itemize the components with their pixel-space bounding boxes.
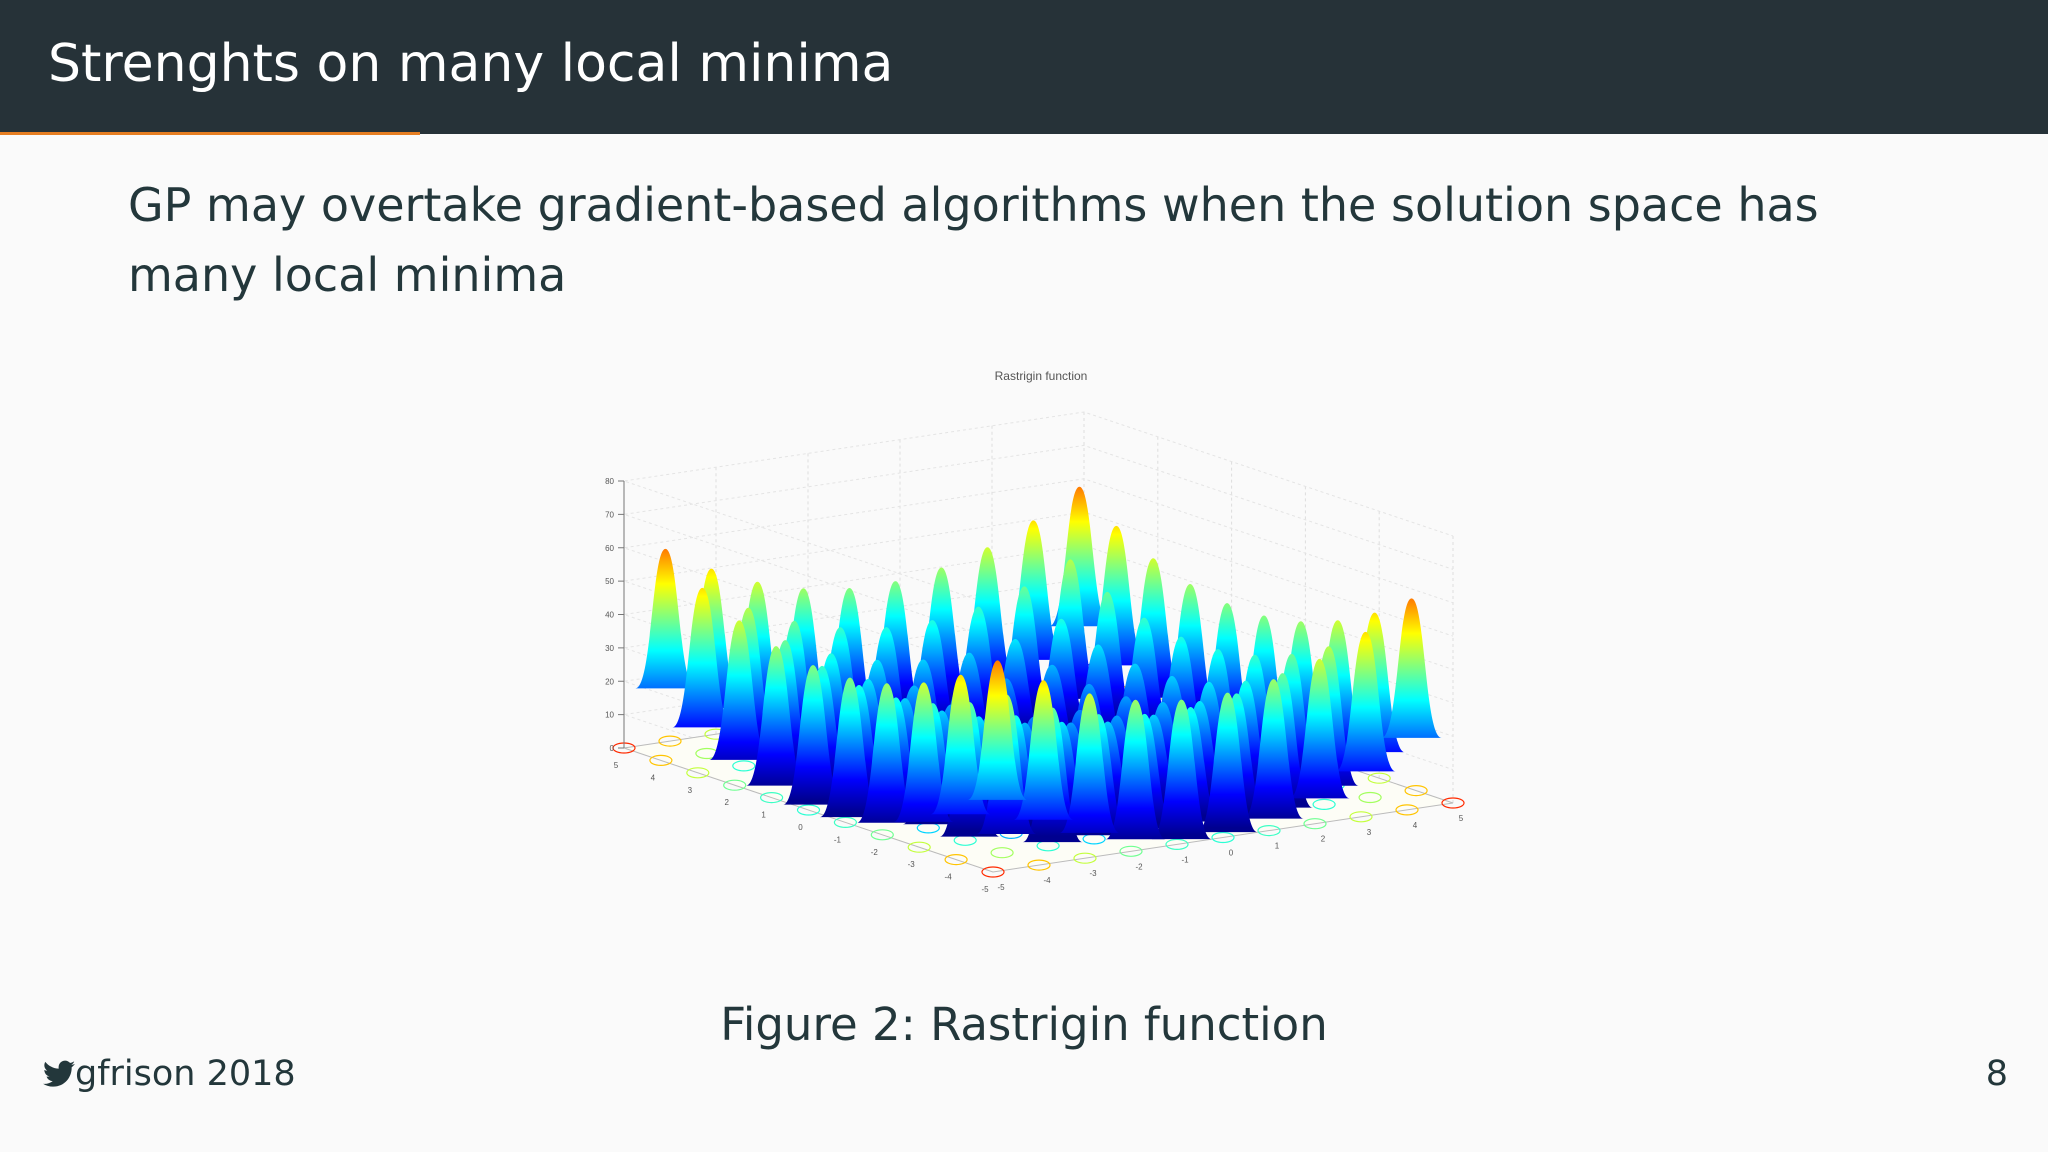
y-tick-label: -3 [1089,869,1097,878]
z-tick-label: 50 [605,577,614,586]
surface-peak [1059,693,1120,833]
surface-peak [672,587,733,728]
x-tick-label: 3 [688,786,693,795]
contour [1441,797,1465,809]
y-tick-label: 0 [1229,849,1234,858]
surface-peak [1289,658,1350,799]
contour [1073,852,1097,864]
x-tick-label: 2 [724,798,729,807]
surface-peak [967,660,1028,800]
contour [1404,784,1428,797]
surface-peak [1243,679,1304,819]
contour [796,804,821,816]
z-tick-label: 70 [605,510,614,519]
z-tick-label: 30 [605,644,614,653]
contour [1211,831,1235,844]
y-tick-label: 1 [1275,842,1280,851]
z-tick-label: 0 [610,744,615,753]
z-tick-label: 20 [605,677,614,686]
footer: gfrison 2018 [43,1054,296,1094]
contour [732,760,756,772]
twitter-icon [43,1060,75,1087]
surface-peak [856,683,917,823]
surface-peak [1105,699,1166,840]
x-tick-label: 4 [651,773,656,782]
z-tick-label: 80 [605,477,614,486]
z-tick-label: 10 [605,711,614,720]
contour [1165,838,1189,851]
contour [1303,818,1327,830]
surface-peak [746,646,807,786]
x-tick-label: -1 [834,835,842,844]
x-tick-label: -3 [908,860,916,869]
x-tick-label: 1 [761,811,766,820]
contour [1395,804,1419,816]
contour [944,853,968,866]
figure-caption: Figure 2: Rastrigin function [0,998,2048,1051]
footer-author: gfrison 2018 [75,1054,296,1094]
header-bar [0,0,2048,134]
surface-peak [635,548,696,689]
contour [981,866,1005,878]
surface-peak [1151,699,1212,840]
contour [723,779,747,791]
contour [686,767,710,779]
y-tick-label: 4 [1413,821,1418,830]
contour [1119,845,1143,857]
x-tick-label: 5 [614,761,619,770]
caption-label: Figure 2: [720,998,916,1051]
surface-peak [1335,631,1396,772]
y-tick-label: -5 [997,883,1005,892]
caption-text: Rastrigin function [930,998,1328,1051]
surface-peak [893,682,954,822]
header-accent [0,132,420,135]
y-tick-label: 3 [1367,828,1372,837]
surface-peak [819,677,880,818]
contour [759,791,784,804]
surface-peak [1381,598,1442,738]
contour [990,847,1014,859]
contour [1257,824,1281,837]
contour [907,841,931,853]
contour [1367,772,1391,784]
y-tick-label: 5 [1459,814,1464,823]
x-tick-label: -5 [981,885,989,894]
y-tick-label: -1 [1181,855,1189,864]
x-tick-label: 0 [798,823,803,832]
contour [1349,811,1373,823]
x-tick-label: -2 [871,848,879,857]
surface-peak [930,674,991,815]
surface-peak [1197,692,1258,833]
body-text: GP may overtake gradient-based algorithm… [128,178,1819,302]
surface-peak [709,620,770,760]
y-tick-label: -4 [1043,876,1051,885]
wall-grid [623,444,1454,639]
contour [649,754,673,767]
contour [1027,859,1051,871]
plot-title: Rastrigin function [995,369,1088,383]
surface-peak [783,665,844,805]
contour [1312,798,1336,811]
contour [833,816,858,829]
slide-title: Strenghts on many local minima [48,34,894,94]
contour [658,735,682,747]
y-tick-label: 2 [1321,835,1326,844]
contour [870,829,894,841]
contour [1358,791,1382,804]
wall-grid [623,411,1454,606]
z-tick-label: 60 [605,544,614,553]
y-tick-label: -2 [1135,862,1143,871]
surface-peak [1013,680,1074,820]
x-tick-label: -4 [945,873,953,882]
page-number: 8 [1985,1054,2008,1094]
z-tick-label: 40 [605,611,614,620]
